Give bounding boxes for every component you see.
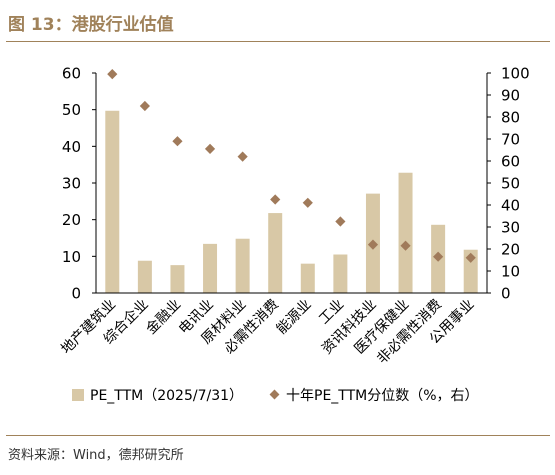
bar-1 bbox=[105, 110, 120, 294]
bar-2 bbox=[137, 260, 152, 293]
left-tick-label: 0 bbox=[71, 285, 81, 303]
right-tick-label: 100 bbox=[501, 65, 530, 83]
left-tick-label: 20 bbox=[62, 211, 81, 229]
pe-valuation-chart: 0 10 20 30 40 50 60 0 10 20 30 40 50 60 70 80 90 100 地产建… bbox=[58, 65, 530, 405]
legend-point-swatch bbox=[269, 389, 280, 400]
percentile-point-3 bbox=[172, 136, 183, 147]
percentile-point-4 bbox=[204, 143, 216, 154]
bar-3 bbox=[170, 265, 185, 293]
percentile-point-6 bbox=[270, 194, 281, 205]
percentile-point-11 bbox=[433, 251, 444, 262]
right-tick-label: 80 bbox=[501, 109, 520, 127]
percentile-point-1 bbox=[107, 69, 118, 80]
right-tick-label: 0 bbox=[501, 285, 511, 303]
percentile-point-7 bbox=[302, 197, 313, 208]
right-tick-label: 40 bbox=[501, 197, 520, 215]
left-axis-ticks: 0 10 20 30 40 50 60 bbox=[62, 65, 96, 303]
right-tick-label: 50 bbox=[501, 175, 520, 193]
right-tick-label: 60 bbox=[501, 153, 520, 171]
legend-point-label: 十年PE_TTM分位数（%，右） bbox=[286, 388, 479, 404]
right-axis-ticks: 0 10 20 30 40 50 60 70 80 90 100 bbox=[487, 65, 530, 303]
percentile-point-5 bbox=[237, 151, 248, 162]
left-tick-label: 60 bbox=[62, 65, 81, 83]
bar-4 bbox=[203, 243, 218, 293]
legend: PE_TTM（2025/7/31） 十年PE_TTM分位数（%，右） bbox=[72, 388, 479, 404]
figure-header: 图 13：港股行业估值 bbox=[0, 0, 555, 46]
left-tick-label: 30 bbox=[62, 175, 81, 193]
source-note: 资料来源：Wind，德邦研究所 bbox=[8, 448, 184, 463]
right-tick-label: 70 bbox=[501, 131, 520, 149]
axes bbox=[95, 73, 488, 294]
left-tick-label: 10 bbox=[62, 248, 81, 266]
legend-bar-swatch bbox=[72, 389, 84, 401]
bar-8 bbox=[333, 254, 348, 293]
figure-title: 图 13：港股行业估值 bbox=[8, 15, 174, 35]
category-label-7: 能源业 bbox=[274, 297, 315, 338]
bar-12 bbox=[463, 249, 478, 293]
percentile-point-2 bbox=[139, 100, 150, 112]
right-tick-label: 90 bbox=[501, 87, 520, 105]
title-divider bbox=[6, 41, 550, 42]
bar-series bbox=[105, 110, 478, 294]
bar-5 bbox=[235, 238, 250, 293]
percentile-point-8 bbox=[335, 216, 346, 227]
bar-7 bbox=[300, 263, 315, 293]
percentile-point-10 bbox=[400, 240, 411, 251]
bar-10 bbox=[398, 172, 413, 293]
legend-bar-label: PE_TTM（2025/7/31） bbox=[90, 388, 243, 404]
right-tick-label: 10 bbox=[501, 263, 520, 281]
footer-divider bbox=[6, 435, 550, 436]
category-label-3: 金融业 bbox=[143, 297, 184, 338]
percentile-series bbox=[107, 69, 476, 263]
right-tick-label: 30 bbox=[501, 219, 520, 237]
bar-6 bbox=[268, 213, 283, 293]
right-tick-label: 20 bbox=[501, 241, 520, 259]
left-tick-label: 40 bbox=[62, 138, 81, 156]
left-tick-label: 50 bbox=[62, 101, 81, 119]
